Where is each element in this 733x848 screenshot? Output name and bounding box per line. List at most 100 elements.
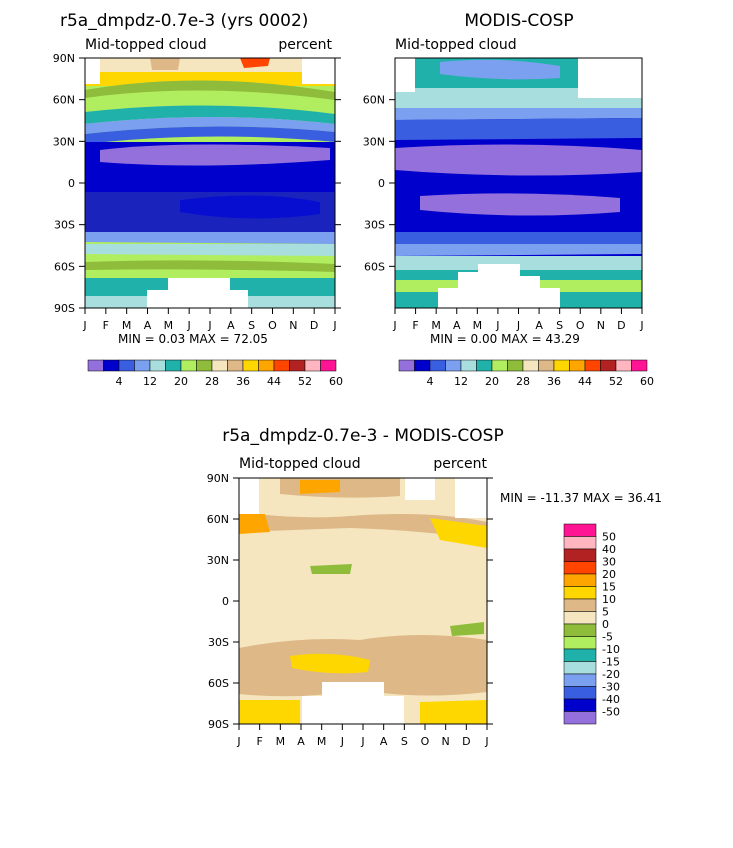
panel2-band: [395, 144, 642, 176]
panel3-missing: [455, 478, 487, 518]
panel-observation: MODIS-COSP Mid-topped cloud 60N30N030S60…: [363, 11, 654, 388]
panel-model: r5a_dmpdz-0.7e-3 (yrs 0002) Mid-topped c…: [53, 11, 343, 388]
colorbar-label: 4: [116, 375, 123, 388]
panel2-minmax: MIN = 0.00 MAX = 43.29: [430, 332, 580, 346]
panel3-band: [300, 480, 340, 494]
y-tick-label: 0: [222, 595, 229, 608]
colorbar-swatch: [600, 359, 617, 372]
colorbar-swatch: [289, 359, 306, 372]
colorbar-label: -50: [602, 706, 620, 719]
panel1-band: [85, 126, 335, 144]
panel3-band: [450, 622, 484, 636]
panel1-band: [85, 244, 335, 256]
panel3-title: r5a_dmpdz-0.7e-3 - MODIS-COSP: [222, 426, 503, 446]
colorbar-label: -40: [602, 693, 620, 706]
y-tick-label: 60N: [363, 94, 385, 107]
colorbar-swatch: [273, 359, 290, 372]
x-tick-label: F: [412, 319, 418, 332]
panel3-minmax: MIN = -11.37 MAX = 36.41: [500, 491, 662, 505]
x-tick-label: A: [297, 735, 305, 748]
y-tick-label: 30S: [364, 219, 385, 232]
y-tick-label: 60S: [54, 260, 75, 273]
x-tick-label: J: [82, 319, 86, 332]
panel-difference: r5a_dmpdz-0.7e-3 - MODIS-COSP Mid-topped…: [207, 426, 662, 748]
panel1-missing: [147, 278, 248, 308]
panel1-band: [100, 144, 330, 166]
colorbar-swatch: [103, 359, 120, 372]
panel2-missing: [438, 264, 560, 308]
colorbar-swatch: [258, 359, 275, 372]
colorbar-swatch: [398, 359, 415, 372]
x-tick-label: D: [310, 319, 318, 332]
colorbar-swatch: [149, 359, 166, 372]
panel1-band: [85, 58, 335, 72]
colorbar-swatch: [553, 359, 570, 372]
colorbar-swatch: [563, 586, 597, 600]
colorbar-swatch: [429, 359, 446, 372]
x-tick-label: A: [380, 735, 388, 748]
x-tick-label: D: [462, 735, 470, 748]
x-tick-label: F: [103, 319, 109, 332]
panel2-band: [440, 59, 560, 80]
panel1-band: [85, 80, 335, 100]
panel3-y-axis: 90N 60N 30N 0 30S 60S 90S: [207, 472, 493, 731]
y-tick-label: 60S: [364, 260, 385, 273]
colorbar-swatch: [563, 611, 597, 625]
colorbar-label: 44: [267, 375, 281, 388]
colorbar-swatch: [563, 673, 597, 687]
colorbar-label: 30: [602, 556, 616, 569]
colorbar-label: -5: [602, 631, 613, 644]
colorbar-swatch: [211, 359, 228, 372]
y-tick-label: 60N: [53, 94, 75, 107]
y-tick-label: 60N: [207, 513, 229, 526]
colorbar-label: 44: [578, 375, 592, 388]
panel1-band: [240, 58, 270, 68]
panel2-missing: [395, 58, 415, 92]
panel3-band: [239, 514, 270, 534]
colorbar-label: 52: [609, 375, 623, 388]
panel1-minmax: MIN = 0.03 MAX = 72.05: [118, 332, 268, 346]
colorbar-swatch: [87, 359, 104, 372]
colorbar-swatch: [615, 359, 632, 372]
panel3-missing: [239, 478, 259, 514]
colorbar-label: 20: [174, 375, 188, 388]
colorbar-label: 60: [329, 375, 343, 388]
panel3-band: [420, 700, 487, 724]
panel2-band: [395, 256, 642, 270]
colorbar-swatch: [584, 359, 601, 372]
colorbar-swatch: [538, 359, 555, 372]
colorbar-swatch: [563, 661, 597, 675]
panel1-band: [85, 117, 335, 134]
x-tick-label: S: [401, 735, 408, 748]
panel2-band: [395, 244, 642, 256]
colorbar-swatch: [569, 359, 586, 372]
x-tick-label: O: [421, 735, 430, 748]
x-tick-label: J: [187, 319, 191, 332]
colorbar-swatch: [563, 573, 597, 587]
colorbar-swatch: [563, 623, 597, 637]
x-tick-label: N: [289, 319, 297, 332]
colorbar-label: 50: [602, 531, 616, 544]
x-tick-label: N: [597, 319, 605, 332]
y-tick-label: 90S: [54, 302, 75, 315]
y-tick-label: 30S: [208, 636, 229, 649]
colorbar-swatch: [563, 711, 597, 725]
y-tick-label: 30N: [363, 135, 385, 148]
colorbar-swatch: [522, 359, 539, 372]
y-tick-label: 90N: [207, 472, 229, 485]
y-tick-label: 0: [68, 177, 75, 190]
x-tick-label: J: [516, 319, 520, 332]
x-tick-label: J: [340, 735, 344, 748]
colorbar-swatch: [563, 648, 597, 662]
colorbar-swatch: [563, 636, 597, 650]
y-tick-label: 60S: [208, 677, 229, 690]
colorbar-swatch: [304, 359, 321, 372]
panel3-subtitle: Mid-topped cloud: [239, 456, 361, 472]
panel1-band: [85, 232, 335, 244]
colorbar-label: 36: [547, 375, 561, 388]
panel2-band: [395, 108, 642, 120]
x-tick-label: S: [556, 319, 563, 332]
